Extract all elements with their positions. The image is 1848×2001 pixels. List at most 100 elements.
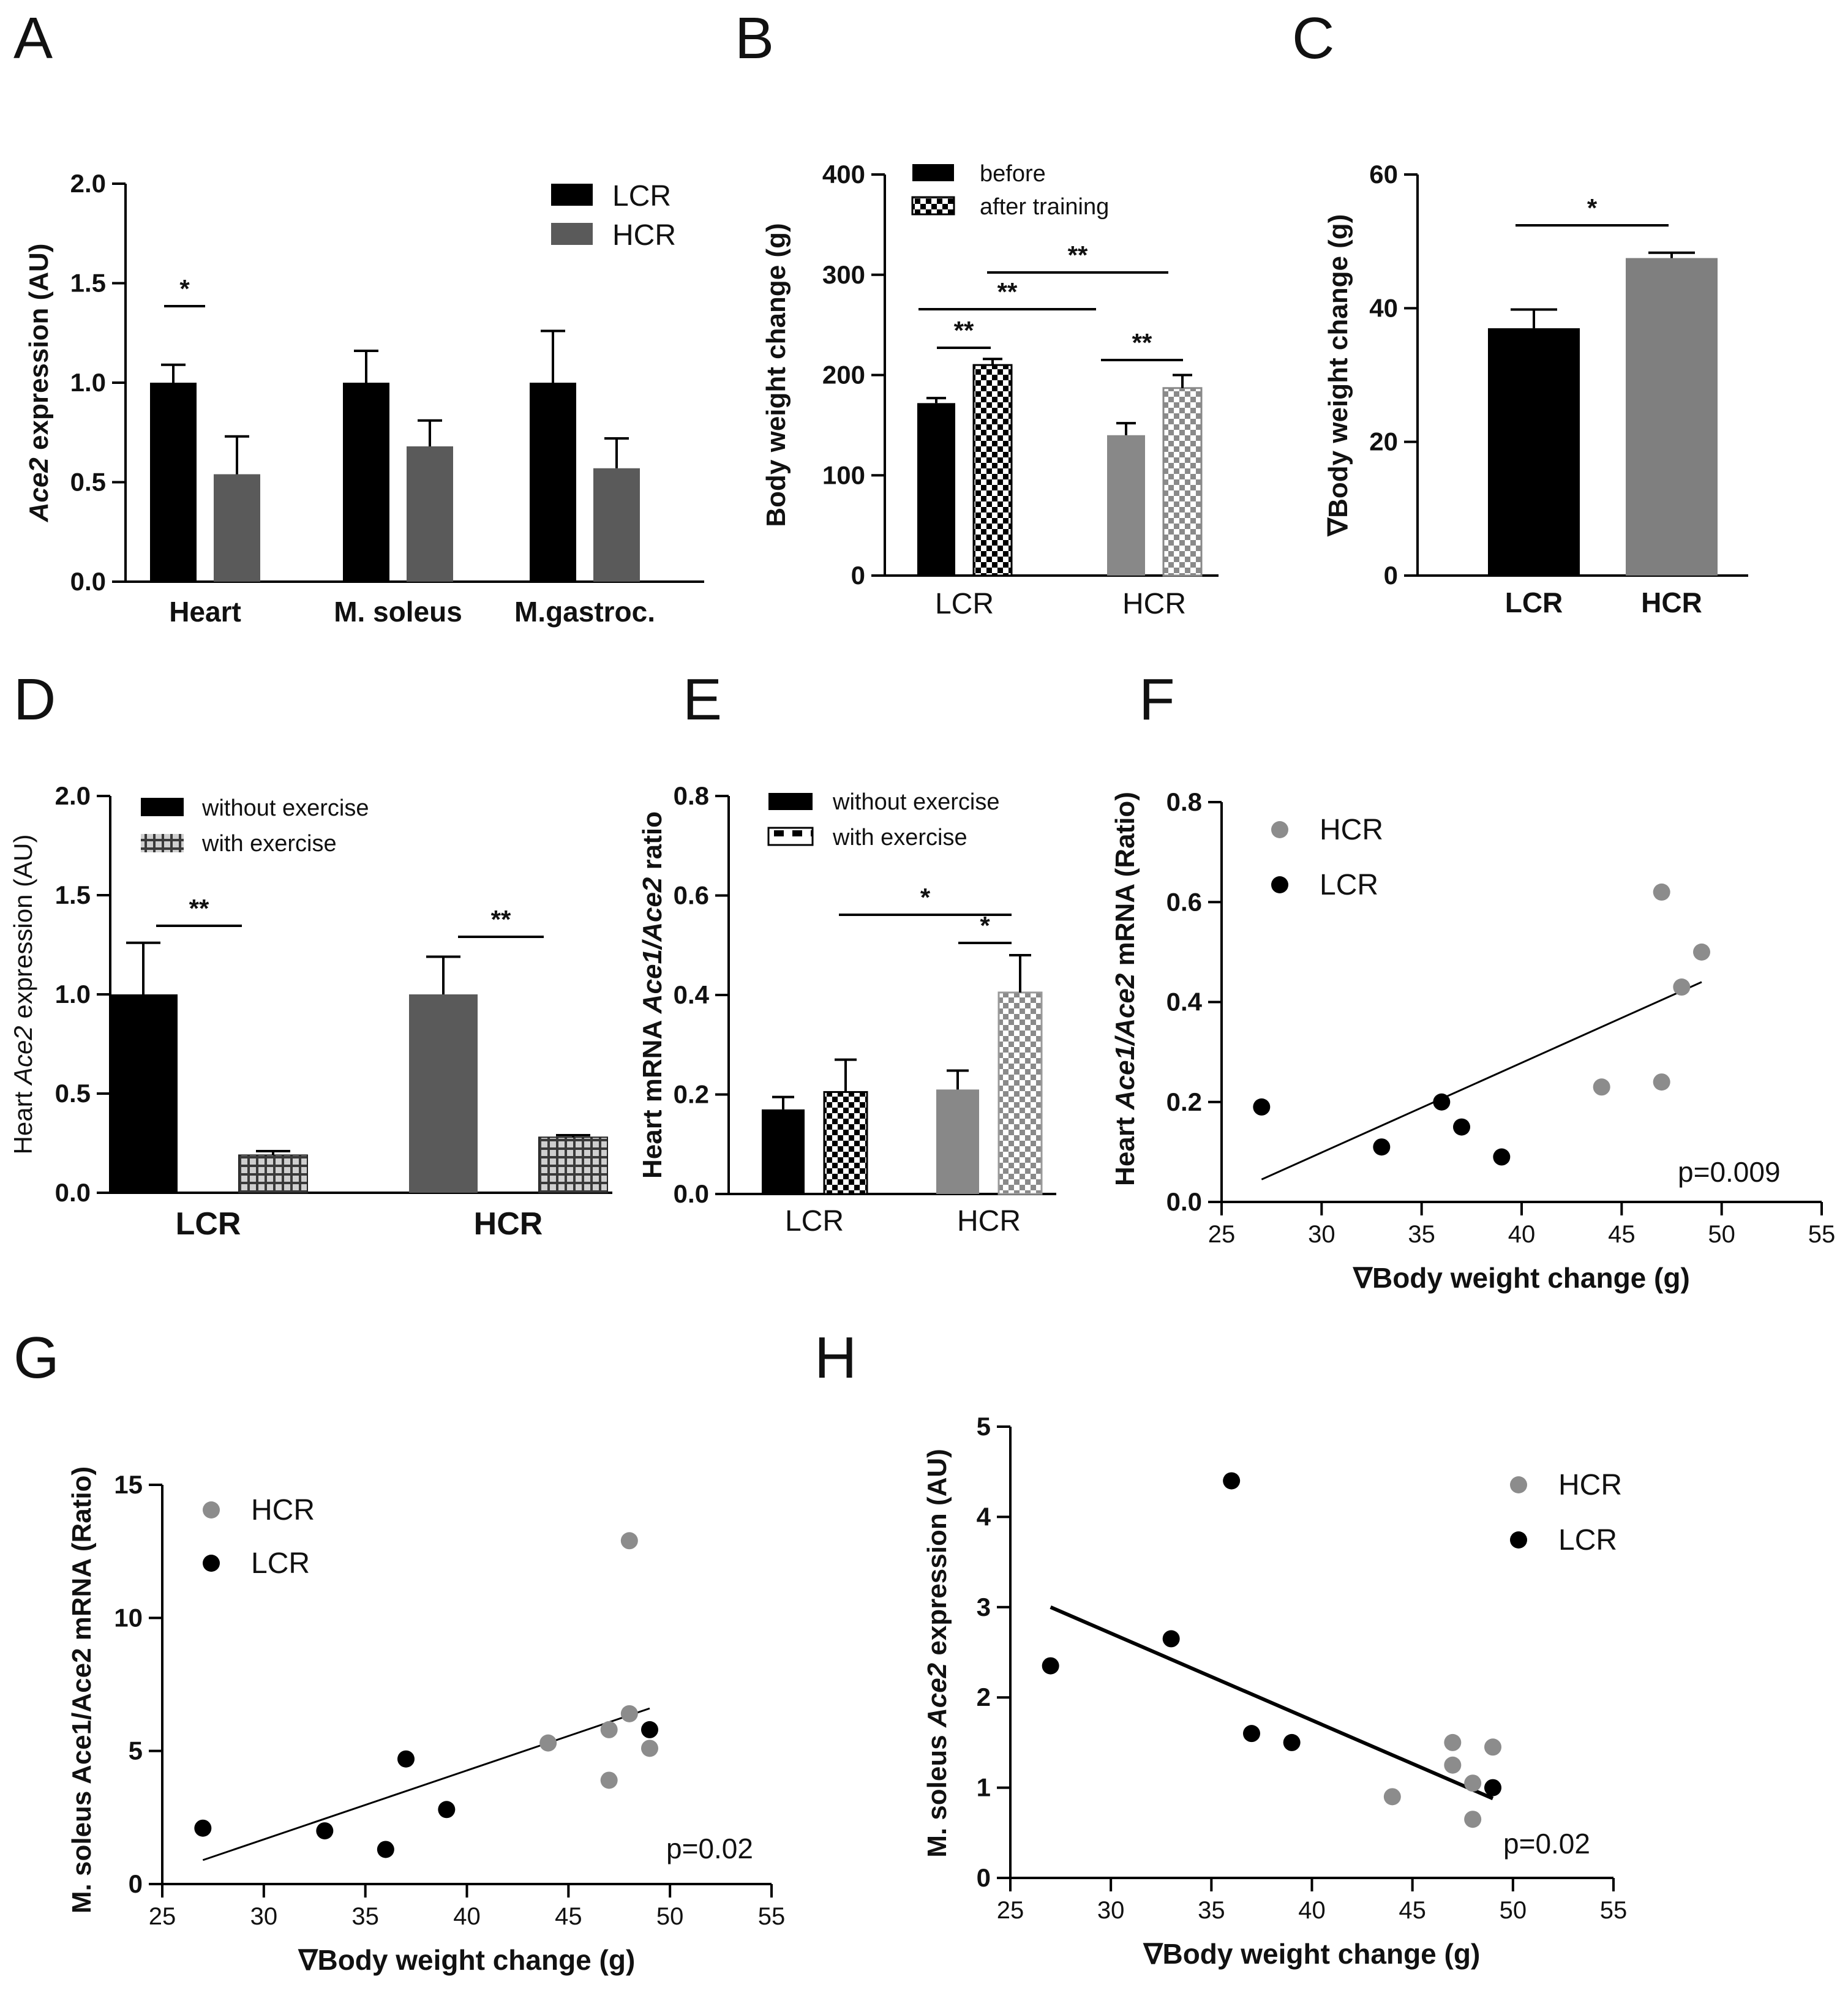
y-axis-label: Body weight change (g) <box>761 223 791 527</box>
bar-hcr <box>214 474 260 582</box>
panel-d-chart: 0.0 0.5 1.0 1.5 2.0 LCR HCR Heart Ace2 expressi… <box>9 781 612 1242</box>
legend-swatch <box>551 184 593 206</box>
legend-marker-hcr <box>1510 1476 1527 1493</box>
point-hcr <box>1693 943 1710 961</box>
x-axis-label: ∇Body weight change (g) <box>1352 1262 1690 1294</box>
x-axis-label: ∇Body weight change (g) <box>1143 1938 1481 1970</box>
point-lcr <box>1453 1118 1470 1136</box>
bar-lcr <box>1488 328 1580 576</box>
y-tick-label: 400 <box>822 160 865 189</box>
regression-line <box>202 1707 650 1861</box>
y-tick-label: 1.5 <box>70 269 106 298</box>
y-tick-label: 20 <box>1369 427 1398 456</box>
point-lcr <box>1433 1093 1451 1111</box>
legend-label: before <box>980 161 1046 187</box>
sig-bracket-star: ** <box>491 905 511 934</box>
point-lcr <box>1493 1148 1511 1166</box>
x-tick-label: 35 <box>1198 1897 1225 1924</box>
point-hcr <box>1464 1774 1482 1792</box>
y-tick-label: 0.5 <box>70 468 106 497</box>
y-tick-label: 0 <box>851 561 865 590</box>
y-tick-label: 0.0 <box>70 567 106 596</box>
y-tick-label: 10 <box>114 1603 143 1632</box>
x-tick-label: 40 <box>453 1903 481 1930</box>
point-hcr <box>1444 1733 1462 1751</box>
y-tick-label: 0 <box>129 1869 143 1898</box>
bar-hcr <box>407 446 453 582</box>
legend-swatch <box>551 223 593 245</box>
point-hcr <box>641 1740 658 1757</box>
legend-label: without exercise <box>201 795 369 821</box>
y-tick-label: 0 <box>977 1863 991 1892</box>
legend-label: HCR <box>1558 1469 1622 1501</box>
legend-swatch-without <box>768 793 813 810</box>
bar-after-training <box>972 364 1013 577</box>
point-lcr <box>1283 1733 1301 1751</box>
x-category-label: LCR <box>1505 587 1563 618</box>
legend-marker-hcr <box>203 1501 220 1519</box>
x-axis-label: ∇Body weight change (g) <box>298 1944 636 1976</box>
point-hcr <box>1383 1788 1401 1806</box>
y-axis-label: Heart Ace1/Ace2 mRNA (Ratio) <box>1110 792 1140 1186</box>
point-hcr <box>1653 883 1670 901</box>
p-value-label: p=0.02 <box>666 1833 753 1864</box>
y-tick-label: 200 <box>822 361 865 389</box>
legend-swatch-before <box>912 164 954 181</box>
y-tick-label: 300 <box>822 260 865 289</box>
y-tick-label: 2.0 <box>55 781 91 810</box>
x-tick-label: 40 <box>1298 1897 1326 1924</box>
x-tick-label: 35 <box>1408 1221 1435 1248</box>
point-lcr <box>1223 1472 1241 1490</box>
x-tick-label: 55 <box>758 1903 786 1930</box>
x-category-label: HCR <box>957 1205 1021 1237</box>
y-tick-label: 5 <box>129 1736 143 1765</box>
point-hcr <box>1673 978 1691 996</box>
y-tick-label: 0.8 <box>674 781 709 810</box>
x-tick-label: 25 <box>149 1903 176 1930</box>
x-tick-label: 55 <box>1808 1221 1836 1248</box>
bar-hcr <box>593 468 640 582</box>
y-axis-label: Heart Ace2 expression (AU) <box>9 835 37 1155</box>
bar-without-exercise <box>762 1109 805 1194</box>
legend-swatch-without <box>141 798 184 816</box>
x-category-label: LCR <box>935 588 994 620</box>
y-tick-label: 0.0 <box>55 1178 91 1207</box>
y-tick-label: 0.4 <box>1166 988 1203 1016</box>
panel-a-chart: 0.0 0.5 1.0 1.5 2.0 Heart M. soleus M.gastroc. A… <box>24 169 704 628</box>
x-tick-label: 40 <box>1508 1221 1536 1248</box>
x-tick-label: 45 <box>1608 1221 1636 1248</box>
x-category-label: HCR <box>1641 587 1702 618</box>
point-lcr <box>1373 1138 1391 1156</box>
point-hcr <box>1464 1811 1482 1828</box>
sig-bracket-star: ** <box>189 894 209 923</box>
panel-e-chart: 0.0 0.2 0.4 0.6 0.8 LCR HCR Heart mRNA Ace1/Ace… <box>637 781 1056 1237</box>
p-value-label: p=0.02 <box>1503 1828 1590 1860</box>
y-tick-label: 3 <box>977 1593 991 1621</box>
point-lcr <box>377 1841 394 1858</box>
bar-lcr <box>343 383 389 582</box>
y-tick-label: 0.2 <box>1166 1087 1202 1116</box>
y-axis-label: ∇Body weight change (g) <box>1323 214 1353 538</box>
bar-after-training <box>1162 387 1203 577</box>
point-hcr <box>1444 1756 1462 1774</box>
panel-label-c: C <box>1292 6 1334 71</box>
y-axis-label: Heart mRNA Ace1/Ace2 ratio <box>637 811 667 1179</box>
y-tick-label: 4 <box>977 1502 991 1531</box>
bar-before <box>917 403 955 576</box>
panel-label-g: G <box>13 1325 59 1391</box>
y-axis-label: M. soleus Ace2 expression (AU) <box>922 1449 952 1858</box>
panel-c-chart: 0 20 40 60 LCR HCR ∇Body weight change (g) * <box>1323 160 1748 618</box>
legend-marker-lcr <box>1271 876 1288 893</box>
legend-label: HCR <box>251 1494 315 1526</box>
y-tick-label: 0.5 <box>55 1079 91 1108</box>
panel-label-h: H <box>814 1325 857 1391</box>
point-hcr <box>620 1532 638 1550</box>
legend-label: LCR <box>612 180 671 212</box>
legend-swatch-after <box>911 196 955 216</box>
legend-marker-hcr <box>1271 821 1288 838</box>
x-tick-label: 50 <box>1708 1221 1735 1248</box>
x-tick-label: 25 <box>1208 1221 1236 1248</box>
legend-marker-lcr <box>203 1555 220 1572</box>
legend-label: LCR <box>1558 1524 1617 1556</box>
legend-marker-lcr <box>1510 1531 1527 1549</box>
